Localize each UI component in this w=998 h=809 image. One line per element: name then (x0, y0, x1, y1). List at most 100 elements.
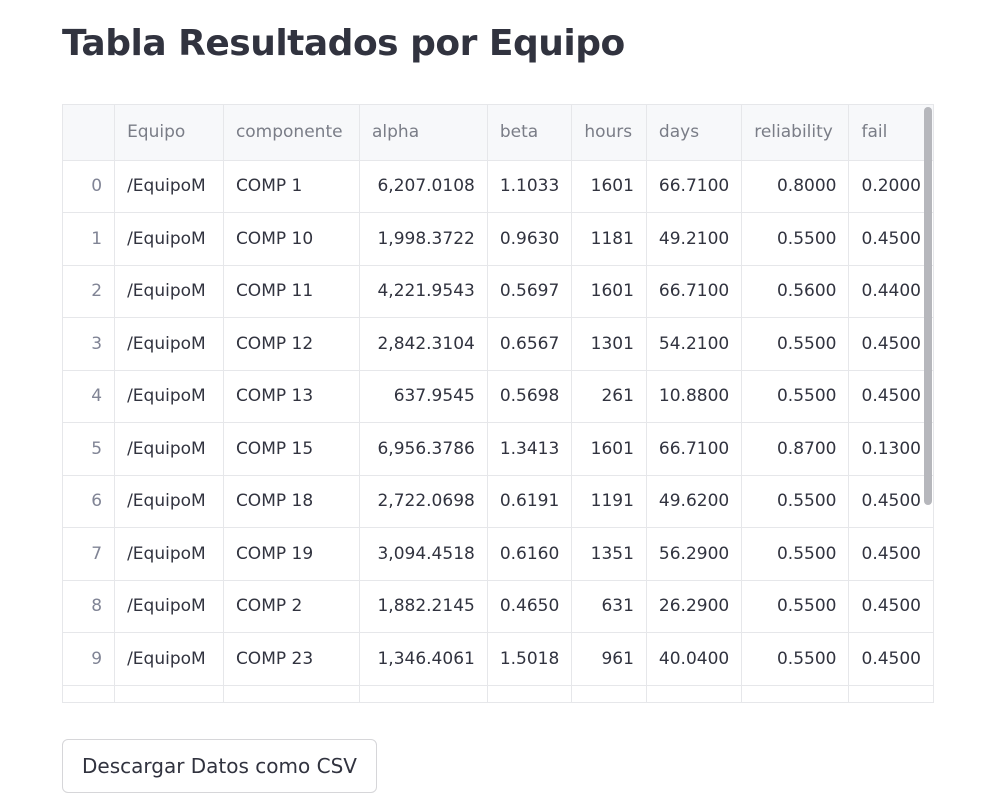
download-csv-button[interactable]: Descargar Datos como CSV (62, 739, 377, 793)
cell-hours: 1601 (571, 422, 647, 476)
cell-fail: 0.4500 (848, 317, 933, 371)
table-scrollbar[interactable] (924, 107, 932, 505)
cell-reliability: 0.5500 (741, 370, 850, 423)
row-index: 6 (63, 475, 116, 528)
cell-fail: 0.4400 (848, 265, 933, 318)
cell-hours (571, 685, 647, 702)
cell-alpha (359, 685, 488, 702)
cell-componente: COMP 11 (223, 265, 361, 318)
cell-beta: 0.5698 (487, 370, 573, 423)
row-index: 5 (63, 422, 116, 476)
table-row[interactable]: 0/EquipoM COMP 1 6,207.0108 1.1033 1601 66.71… (63, 160, 933, 213)
cell-componente: COMP 1 (223, 160, 361, 213)
cell-fail: 0.4500 (848, 475, 933, 528)
row-index: 9 (63, 632, 116, 686)
cell-reliability: 0.5500 (741, 317, 850, 371)
cell-componente (223, 685, 361, 702)
cell-fail: 0.4500 (848, 580, 933, 633)
row-index: 0 (63, 160, 116, 213)
row-index (63, 685, 116, 702)
row-index: 8 (63, 580, 116, 633)
column-header-index[interactable] (63, 105, 116, 161)
cell-hours: 961 (571, 632, 647, 686)
column-header-componente[interactable]: componente (223, 105, 361, 161)
row-index: 3 (63, 317, 116, 371)
cell-hours: 631 (571, 580, 647, 633)
cell-beta: 0.6160 (487, 527, 573, 581)
table-row[interactable]: 4/EquipoM COMP 13 637.9545 0.5698 261 10.8800… (63, 370, 933, 423)
cell-fail: 0.1300 (848, 422, 933, 476)
column-header-reliability[interactable]: reliability (741, 105, 850, 161)
cell-hours: 1601 (571, 160, 647, 213)
cell-equipo: /EquipoM (114, 265, 224, 318)
table-row[interactable]: 1/EquipoM COMP 10 1,998.3722 0.9630 1181 49.2… (63, 212, 933, 266)
table-row[interactable]: 9/EquipoM COMP 23 1,346.4061 1.5018 961 40.04… (63, 632, 933, 686)
table-row[interactable] (63, 685, 933, 702)
page-title: Tabla Resultados por Equipo (62, 23, 625, 64)
cell-hours: 261 (571, 370, 647, 423)
cell-hours: 1301 (571, 317, 647, 371)
cell-alpha: 4,221.9543 (359, 265, 488, 318)
cell-days: 56.2900 (646, 527, 743, 581)
row-index: 4 (63, 370, 116, 423)
cell-beta: 1.3413 (487, 422, 573, 476)
table-row[interactable]: 6/EquipoM COMP 18 2,722.0698 0.6191 1191 49.6… (63, 475, 933, 528)
cell-hours: 1181 (571, 212, 647, 266)
table-row[interactable]: 7/EquipoM COMP 19 3,094.4518 0.6160 1351 56.2… (63, 527, 933, 581)
cell-days: 26.2900 (646, 580, 743, 633)
column-header-alpha[interactable]: alpha (359, 105, 488, 161)
cell-reliability: 0.5500 (741, 212, 850, 266)
row-index: 2 (63, 265, 116, 318)
column-header-beta[interactable]: beta (487, 105, 573, 161)
cell-days: 54.2100 (646, 317, 743, 371)
column-header-days[interactable]: days (646, 105, 743, 161)
cell-equipo: /EquipoM (114, 370, 224, 423)
cell-beta: 0.5697 (487, 265, 573, 318)
cell-days: 49.2100 (646, 212, 743, 266)
cell-equipo: /EquipoM (114, 422, 224, 476)
cell-beta (487, 685, 573, 702)
cell-beta: 1.1033 (487, 160, 573, 213)
cell-reliability: 0.5500 (741, 527, 850, 581)
table-row[interactable]: 3/EquipoM COMP 12 2,842.3104 0.6567 1301 54.2… (63, 317, 933, 371)
cell-alpha: 637.9545 (359, 370, 488, 423)
cell-equipo: /EquipoM (114, 527, 224, 581)
row-index: 1 (63, 212, 116, 266)
table-row[interactable]: 2/EquipoM COMP 11 4,221.9543 0.5697 1601 66.7… (63, 265, 933, 318)
table-header-row: Equipo componente alpha beta hours days … (63, 105, 933, 161)
cell-days: 40.0400 (646, 632, 743, 686)
cell-equipo: /EquipoM (114, 632, 224, 686)
results-table[interactable]: Equipo componente alpha beta hours days … (62, 104, 934, 703)
column-header-hours[interactable]: hours (571, 105, 647, 161)
cell-reliability: 0.5500 (741, 632, 850, 686)
cell-componente: COMP 15 (223, 422, 361, 476)
table-row[interactable]: 5/EquipoM COMP 15 6,956.3786 1.3413 1601 66.7… (63, 422, 933, 476)
column-header-fail[interactable]: fail (848, 105, 933, 161)
cell-alpha: 2,842.3104 (359, 317, 488, 371)
cell-alpha: 6,207.0108 (359, 160, 488, 213)
row-index: 7 (63, 527, 116, 581)
cell-equipo: /EquipoM (114, 580, 224, 633)
cell-equipo: /EquipoM (114, 317, 224, 371)
cell-equipo (114, 685, 224, 702)
cell-beta: 0.9630 (487, 212, 573, 266)
cell-fail: 0.4500 (848, 370, 933, 423)
cell-days: 49.6200 (646, 475, 743, 528)
cell-componente: COMP 2 (223, 580, 361, 633)
table-row[interactable]: 8/EquipoM COMP 2 1,882.2145 0.4650 631 26.290… (63, 580, 933, 633)
cell-days (646, 685, 743, 702)
cell-equipo: /EquipoM (114, 475, 224, 528)
cell-beta: 0.6567 (487, 317, 573, 371)
cell-days: 66.7100 (646, 265, 743, 318)
cell-days: 66.7100 (646, 160, 743, 213)
cell-reliability: 0.5600 (741, 265, 850, 318)
cell-componente: COMP 12 (223, 317, 361, 371)
cell-alpha: 1,346.4061 (359, 632, 488, 686)
cell-beta: 1.5018 (487, 632, 573, 686)
cell-fail: 0.4500 (848, 632, 933, 686)
column-header-equipo[interactable]: Equipo (114, 105, 224, 161)
cell-fail (848, 685, 933, 702)
cell-reliability: 0.5500 (741, 580, 850, 633)
cell-reliability: 0.8000 (741, 160, 850, 213)
cell-equipo: /EquipoM (114, 212, 224, 266)
